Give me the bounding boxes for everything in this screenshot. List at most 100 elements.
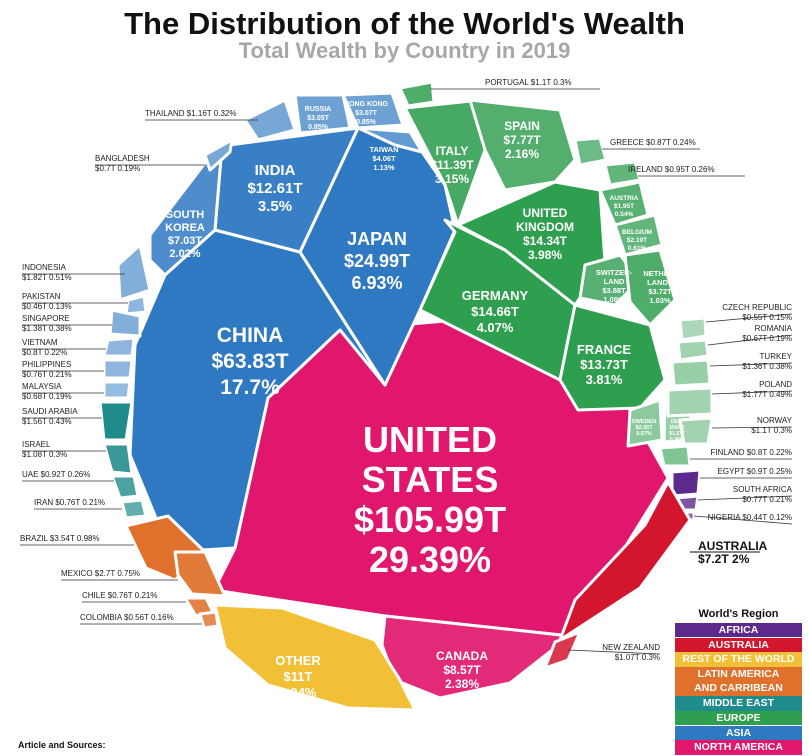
label-saudi-arabia: SAUDI ARABIA $1.56T 0.43% [22, 407, 78, 426]
label-turkey: TURKEY $1.36T 0.38% [742, 352, 792, 371]
label-belgium-line: 0.61% [628, 245, 647, 252]
label-united-kingdom-line: KINGDOM [516, 220, 574, 234]
label-south-korea-line: KOREA [165, 222, 205, 234]
legend-item-rest-of-the-world: REST OF THE WORLD [675, 652, 802, 667]
label-name: INDONESIA [22, 263, 67, 272]
label-values: $0.68T 0.19% [22, 392, 72, 401]
leader-romania [707, 334, 793, 346]
label-spain: SPAIN $7.77T 2.16% [503, 119, 541, 161]
label-denmark-line: $1.27T [669, 431, 685, 437]
legend-item-line: LATIN AMERICA [697, 668, 780, 681]
cell-greece [573, 136, 608, 167]
label-brazil: BRAZIL $3.54T 0.98% [20, 534, 100, 543]
legend: World's Region AFRICA AUSTRALIA REST OF TH… [675, 608, 802, 755]
cell-iran [120, 498, 148, 520]
cell-hong-kong [341, 91, 405, 130]
label-united-kingdom: UNITED KINGDOM $14.34T 3.98% [516, 206, 574, 262]
cell-mexico [173, 550, 227, 598]
label-australia: AUSTRALIA $7.2T 2% [698, 539, 768, 566]
legend-item-middle-east: MIDDLE EAST [675, 696, 802, 711]
label-south-africa: SOUTH AFRICA $0.77T 0.21% [733, 485, 793, 504]
label-name: PAKISTAN [22, 292, 61, 301]
label-india: INDIA $12.61T 3.5% [247, 162, 302, 215]
label-netherlands-line: NETHER- [643, 269, 677, 278]
cell-other [213, 603, 417, 712]
cell-indonesia [116, 243, 152, 302]
cell-poland [666, 386, 714, 418]
label-hong-kong-line: $3.07T [355, 110, 378, 117]
label-denmark-line: DEN- [671, 419, 684, 425]
cell-netherlands [623, 248, 677, 327]
label-india-line: $12.61T [247, 180, 302, 197]
label-values: $0.77T 0.21% [742, 495, 792, 504]
label-values: $0.55T 0.15% [742, 313, 792, 322]
label-germany-line: 4.07% [477, 320, 514, 335]
cell-austria [598, 180, 650, 227]
label-name: CZECH REPUBLIC [722, 303, 792, 312]
label-south-korea-line: SOUTH [166, 209, 205, 221]
cell-ireland [603, 160, 642, 187]
cell-finland [658, 444, 692, 468]
label-taiwan-line: TAIWAN [369, 145, 398, 154]
label-germany-line: $14.66T [471, 304, 519, 319]
label-name: SOUTH AFRICA [733, 485, 793, 494]
cell-new-zealand [543, 630, 582, 670]
label-spain-line: 2.16% [505, 147, 539, 161]
label-china-line: CHINA [217, 324, 284, 347]
label-italy-line: $11.39T [430, 158, 474, 172]
label-south-korea: SOUTH KOREA $7.03T 2.02% [165, 209, 205, 260]
label-taiwan-line: 1.13% [373, 163, 395, 172]
cell-romania [676, 338, 710, 362]
label-name: POLAND [759, 380, 792, 389]
label-denmark: DEN-MARK $1.27T 0.35% [669, 419, 685, 443]
label-mexico: MEXICO $2.7T 0.75% [61, 569, 140, 578]
label-norway: NORWAY $1.1T 0.3% [751, 416, 792, 435]
label-italy: ITALY $11.39T 3.15% [430, 144, 474, 186]
label-hong-kong: HONG KONG $3.07T 0.85% [344, 101, 389, 126]
label-name: SINGAPORE [22, 314, 70, 323]
label-netherlands-line: $3.72T [648, 287, 672, 296]
label-name: NEW ZEALAND [602, 643, 660, 652]
label-taiwan: TAIWAN $4.06T 1.13% [369, 145, 398, 172]
label-united-states-line: STATES [362, 459, 499, 500]
label-denmark-line: 0.35% [670, 437, 685, 443]
label-canada: CANADA $8.57T 2.38% [436, 649, 488, 691]
label-romania: ROMANIA $0.67T 0.19% [742, 324, 792, 343]
label-israel: ISRAEL $1.08T 0.3% [22, 440, 67, 459]
cell-russia [293, 93, 352, 135]
chart-title: The Distribution of the World's Wealth [124, 6, 685, 41]
label-china: CHINA $63.83T 17.7% [211, 324, 288, 399]
label-values: $1.56T 0.43% [22, 417, 72, 426]
label-italy-line: 3.15% [435, 172, 469, 186]
cell-egypt [670, 468, 702, 498]
label-switzerland-line: $3.88T [602, 286, 626, 295]
cell-vietnam [102, 336, 136, 358]
label-name: NORWAY [757, 416, 793, 425]
cell-turkey [670, 358, 712, 388]
label-name: AUSTRALIA [698, 539, 768, 553]
label-south-korea-line: 2.02% [169, 248, 200, 260]
label-japan-line: JAPAN [347, 229, 407, 249]
cell-pakistan [124, 294, 148, 316]
legend-item-line: AND CARRIBEAN [694, 682, 783, 695]
label-name: PHILIPPINES [22, 360, 71, 369]
label-austria: AUSTRIA $1.95T 0.54% [610, 195, 639, 218]
label-united-states: UNITED STATES $105.99T 29.39% [354, 419, 506, 580]
label-switzerland-line: SWITZER- [596, 268, 633, 277]
label-canada-line: $8.57T [443, 663, 481, 677]
label-taiwan-line: $4.06T [372, 154, 396, 163]
label-values: $0.8T 0.22% [22, 348, 67, 357]
label-finland: FINLAND $0.8T 0.22% [710, 448, 792, 457]
label-sweden: SWEDEN $2.05T 0.57% [632, 419, 656, 437]
label-austria-line: 0.54% [615, 211, 634, 218]
cell-saudi-arabia [98, 400, 134, 442]
label-japan-line: $24.99T [344, 251, 410, 271]
label-other: OTHER $11T 3.04% [275, 653, 321, 700]
cell-norway [678, 416, 714, 446]
footnote: Article and Sources: [18, 740, 106, 750]
label-switzerland-line: 1.08% [603, 295, 625, 304]
external-labels: THAILAND $1.16T 0.32% BANGLADESH $0.7T 0.1… [20, 78, 793, 662]
label-canada-line: 2.38% [445, 677, 479, 691]
label-values: $1.1T 0.3% [751, 426, 792, 435]
label-united-kingdom-line: $14.34T [523, 234, 568, 248]
